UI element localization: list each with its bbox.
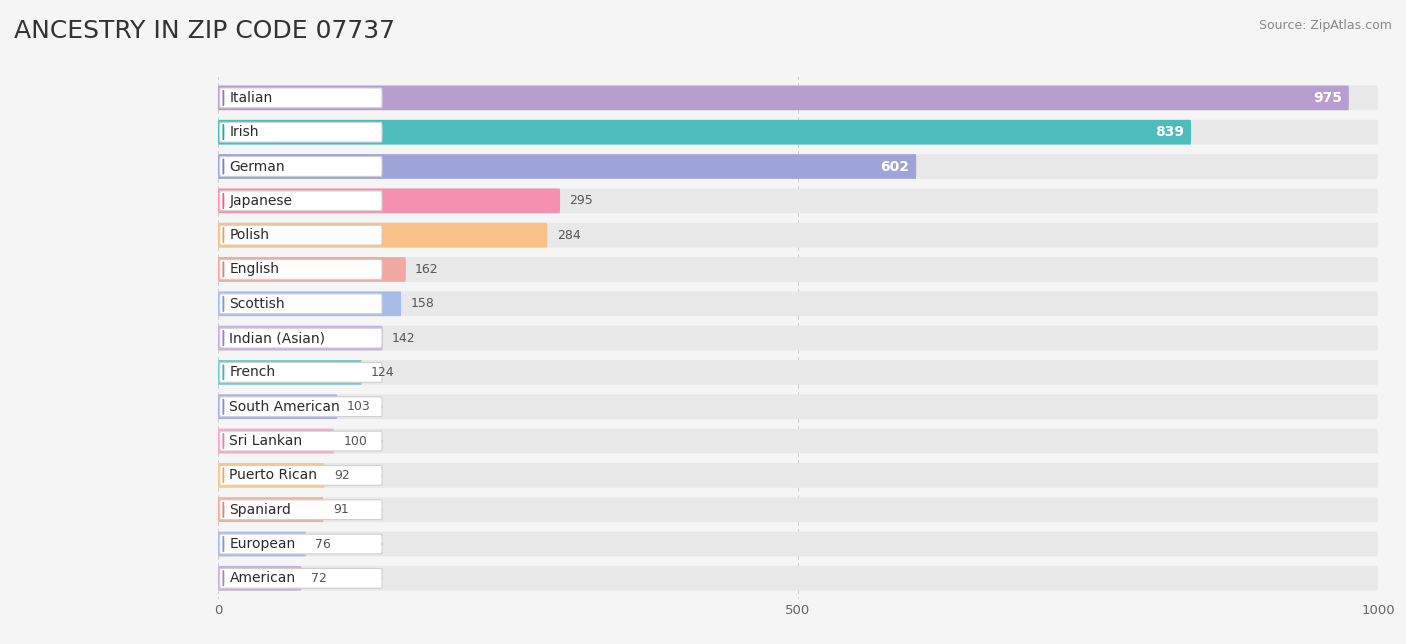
FancyBboxPatch shape xyxy=(218,86,1378,110)
Text: 124: 124 xyxy=(371,366,395,379)
Text: English: English xyxy=(229,263,280,276)
FancyBboxPatch shape xyxy=(218,429,335,453)
FancyBboxPatch shape xyxy=(219,225,382,245)
FancyBboxPatch shape xyxy=(219,294,382,314)
FancyBboxPatch shape xyxy=(219,363,382,383)
FancyBboxPatch shape xyxy=(219,500,382,520)
FancyBboxPatch shape xyxy=(219,466,382,486)
Text: 92: 92 xyxy=(335,469,350,482)
FancyBboxPatch shape xyxy=(218,497,323,522)
FancyBboxPatch shape xyxy=(218,394,337,419)
Text: Italian: Italian xyxy=(229,91,273,105)
Text: 284: 284 xyxy=(557,229,581,242)
Text: 100: 100 xyxy=(343,435,367,448)
Text: South American: South American xyxy=(229,400,340,413)
Text: American: American xyxy=(229,571,295,585)
FancyBboxPatch shape xyxy=(219,534,382,554)
FancyBboxPatch shape xyxy=(218,257,1378,282)
Text: European: European xyxy=(229,537,295,551)
FancyBboxPatch shape xyxy=(218,394,1378,419)
FancyBboxPatch shape xyxy=(218,292,1378,316)
FancyBboxPatch shape xyxy=(218,532,1378,556)
Text: Sri Lankan: Sri Lankan xyxy=(229,434,302,448)
Text: 103: 103 xyxy=(347,400,370,413)
Text: Japanese: Japanese xyxy=(229,194,292,208)
FancyBboxPatch shape xyxy=(218,463,1378,488)
Text: 162: 162 xyxy=(415,263,439,276)
FancyBboxPatch shape xyxy=(219,88,382,108)
FancyBboxPatch shape xyxy=(218,360,361,384)
FancyBboxPatch shape xyxy=(218,120,1378,144)
Text: Irish: Irish xyxy=(229,125,259,139)
FancyBboxPatch shape xyxy=(218,463,325,488)
FancyBboxPatch shape xyxy=(218,223,547,247)
FancyBboxPatch shape xyxy=(218,189,1378,213)
Text: 975: 975 xyxy=(1313,91,1341,105)
Text: French: French xyxy=(229,365,276,379)
FancyBboxPatch shape xyxy=(218,257,406,282)
Text: Scottish: Scottish xyxy=(229,297,285,311)
FancyBboxPatch shape xyxy=(218,429,1378,453)
FancyBboxPatch shape xyxy=(218,120,1191,144)
FancyBboxPatch shape xyxy=(218,223,1378,247)
Text: Source: ZipAtlas.com: Source: ZipAtlas.com xyxy=(1258,19,1392,32)
FancyBboxPatch shape xyxy=(219,260,382,279)
Text: 91: 91 xyxy=(333,503,349,516)
FancyBboxPatch shape xyxy=(219,156,382,176)
FancyBboxPatch shape xyxy=(219,122,382,142)
Text: Puerto Rican: Puerto Rican xyxy=(229,468,318,482)
FancyBboxPatch shape xyxy=(218,189,560,213)
Text: Spaniard: Spaniard xyxy=(229,503,291,516)
FancyBboxPatch shape xyxy=(218,292,401,316)
FancyBboxPatch shape xyxy=(219,328,382,348)
Text: 839: 839 xyxy=(1156,125,1184,139)
Text: 142: 142 xyxy=(392,332,416,345)
Text: 158: 158 xyxy=(411,298,434,310)
FancyBboxPatch shape xyxy=(219,397,382,417)
FancyBboxPatch shape xyxy=(218,566,301,591)
FancyBboxPatch shape xyxy=(218,326,382,350)
FancyBboxPatch shape xyxy=(218,154,1378,179)
FancyBboxPatch shape xyxy=(219,191,382,211)
FancyBboxPatch shape xyxy=(218,326,1378,350)
FancyBboxPatch shape xyxy=(219,569,382,588)
Text: 602: 602 xyxy=(880,160,910,173)
FancyBboxPatch shape xyxy=(218,154,917,179)
FancyBboxPatch shape xyxy=(218,360,1378,384)
FancyBboxPatch shape xyxy=(218,497,1378,522)
FancyBboxPatch shape xyxy=(218,86,1348,110)
Text: Polish: Polish xyxy=(229,228,270,242)
FancyBboxPatch shape xyxy=(218,532,307,556)
Text: German: German xyxy=(229,160,285,173)
Text: 72: 72 xyxy=(311,572,326,585)
FancyBboxPatch shape xyxy=(219,431,382,451)
Text: ANCESTRY IN ZIP CODE 07737: ANCESTRY IN ZIP CODE 07737 xyxy=(14,19,395,43)
Text: Indian (Asian): Indian (Asian) xyxy=(229,331,325,345)
Text: 76: 76 xyxy=(315,538,332,551)
FancyBboxPatch shape xyxy=(218,566,1378,591)
Text: 295: 295 xyxy=(569,194,593,207)
